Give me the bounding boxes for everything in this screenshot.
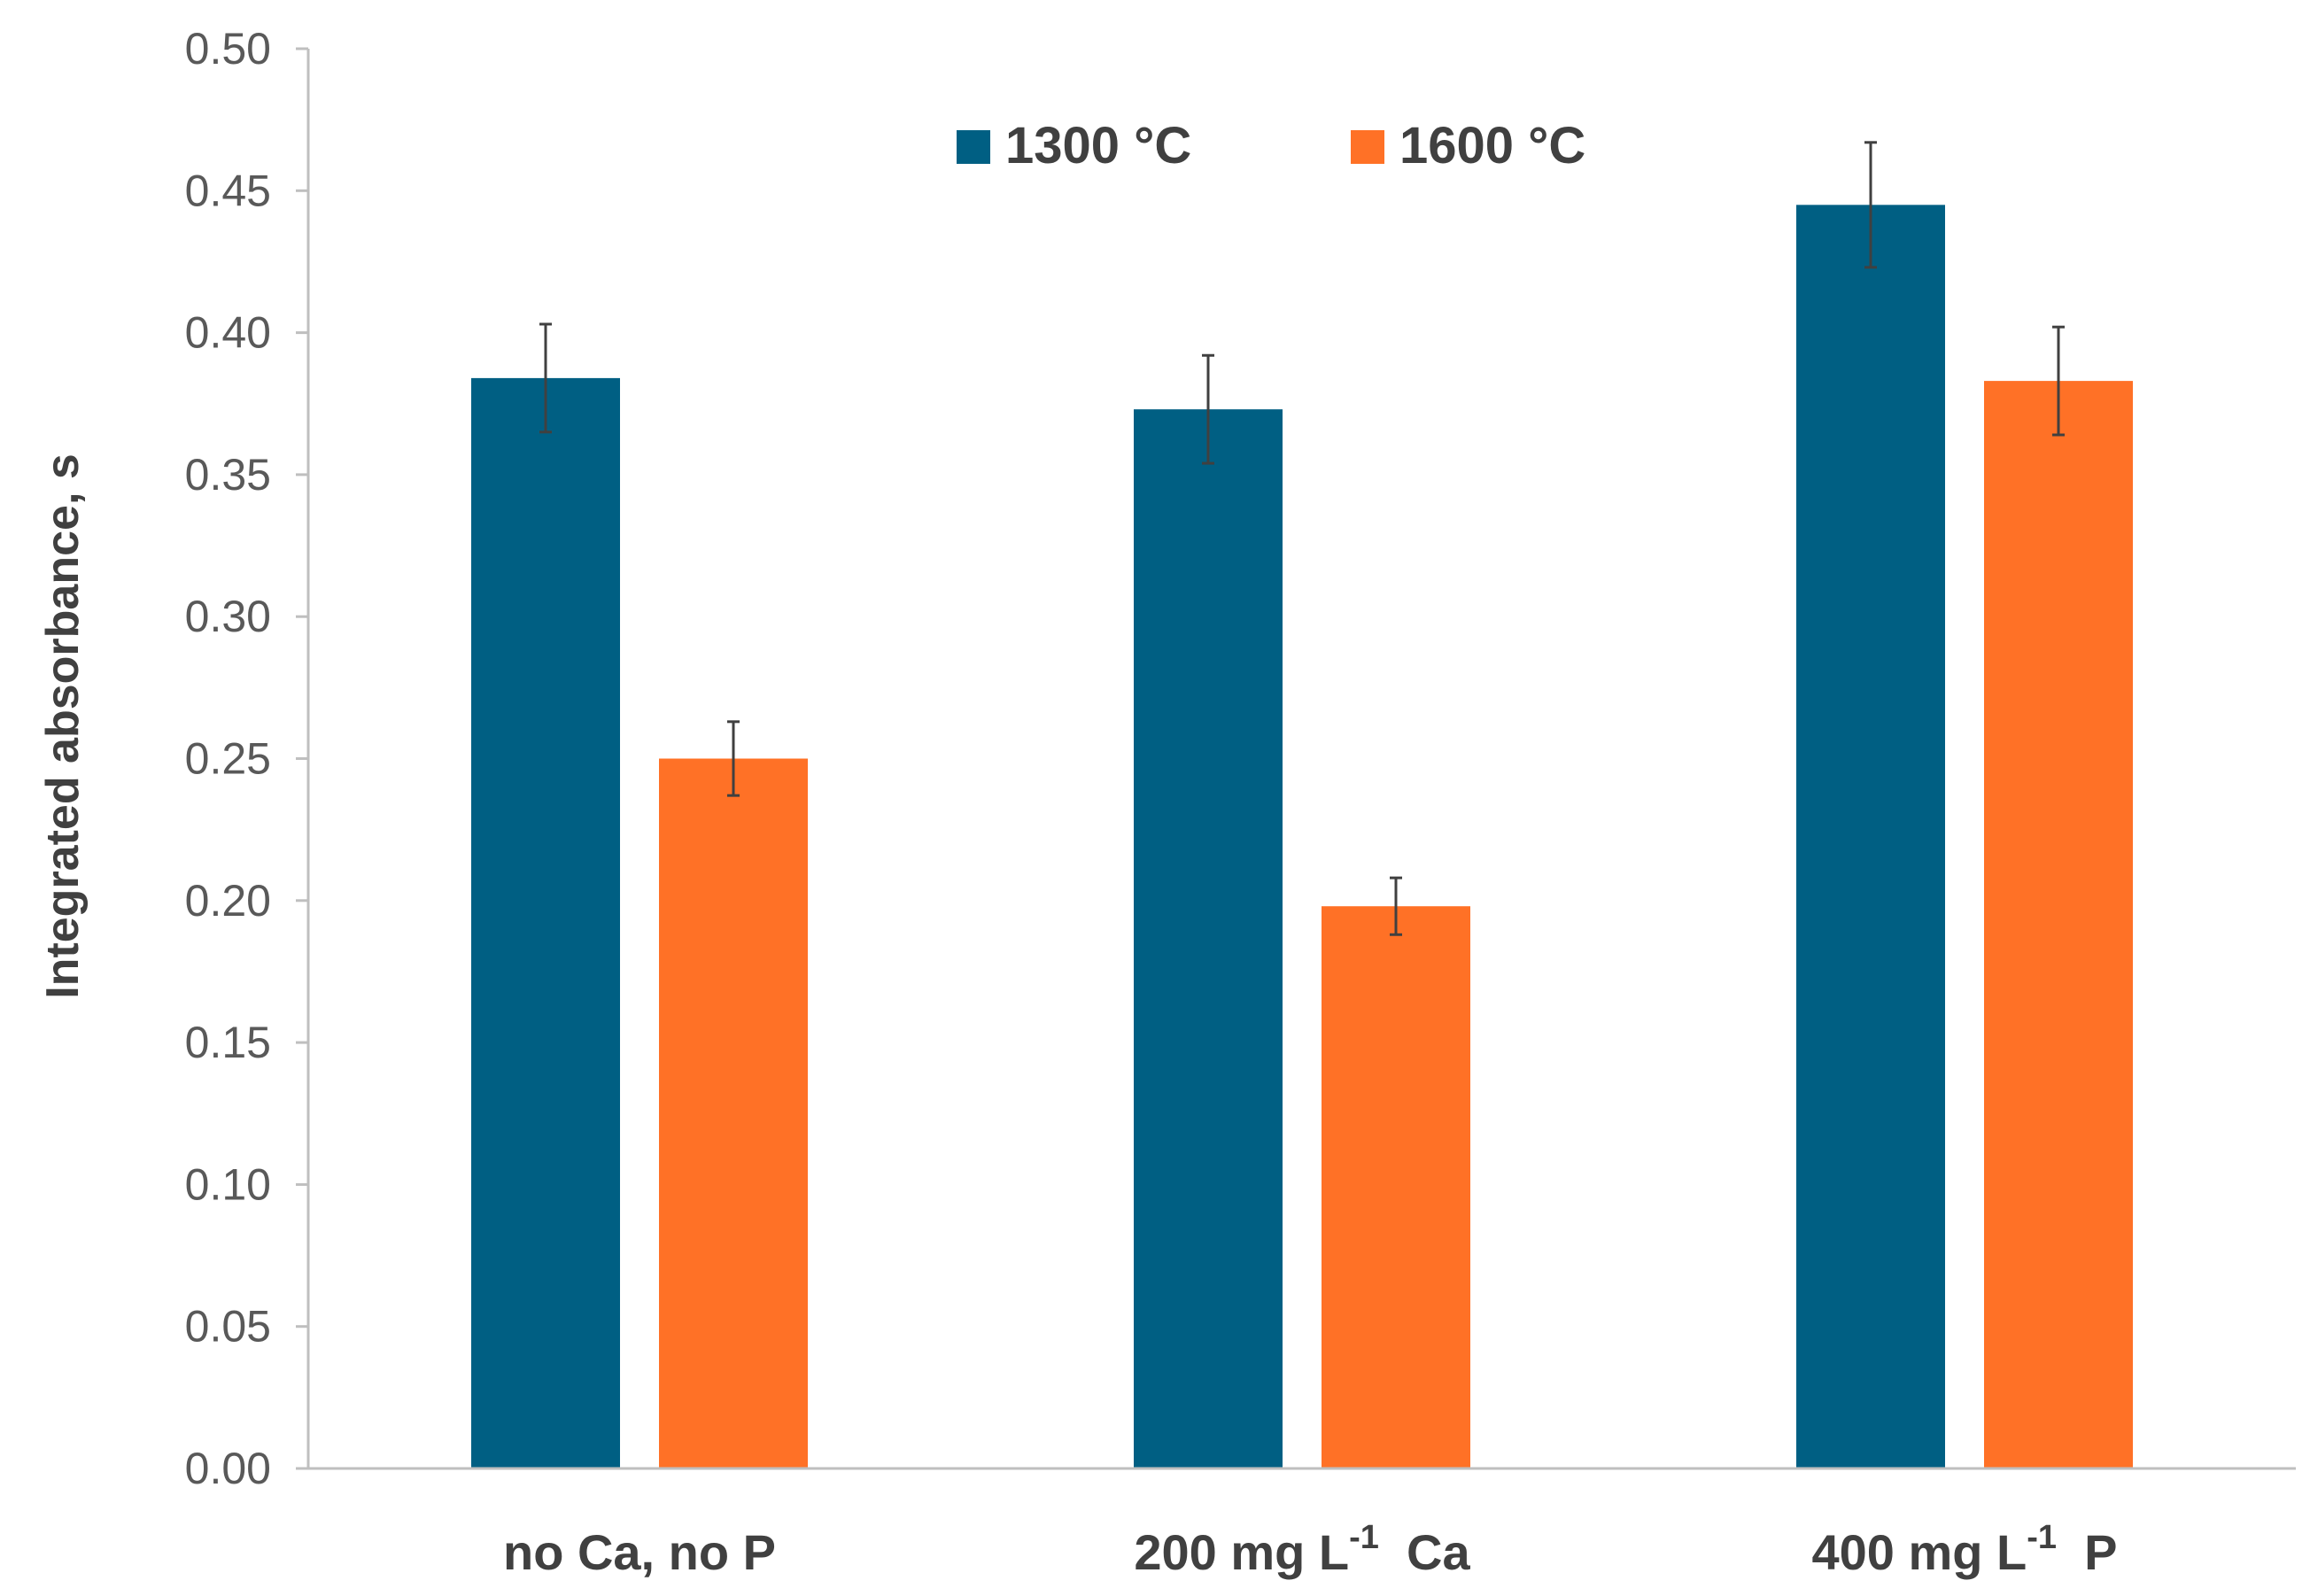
legend-label: 1300 °C — [1005, 117, 1191, 174]
legend-label: 1600 °C — [1399, 117, 1585, 174]
y-tick-label: 0.50 — [185, 24, 271, 74]
y-tick-label: 0.10 — [185, 1159, 271, 1209]
x-category-label: 200 mg L-1 Ca — [1134, 1519, 1470, 1580]
legend-swatch — [957, 130, 990, 164]
bar — [659, 758, 808, 1468]
y-tick-label: 0.30 — [185, 592, 271, 641]
y-axis-title: Integrated absorbance, s — [37, 453, 89, 999]
bar — [1322, 906, 1470, 1468]
category-labels: no Ca, no P 200 mg L-1 Ca 400 mg L-1 P — [503, 1519, 2118, 1580]
y-tick-label: 0.45 — [185, 166, 271, 215]
legend-swatch — [1351, 130, 1384, 164]
error-bars — [539, 141, 2065, 936]
y-tick-label: 0.25 — [185, 734, 271, 784]
y-tick-label: 0.35 — [185, 450, 271, 500]
y-tick-label: 0.00 — [185, 1444, 271, 1493]
y-tick-label: 0.20 — [185, 876, 271, 926]
bar — [1796, 205, 1945, 1469]
x-category-label: 400 mg L-1 P — [1811, 1519, 2117, 1580]
y-tick-label: 0.40 — [185, 308, 271, 358]
y-axis-ticks: 0.00 0.05 0.10 0.15 0.20 0.25 0.30 0.35 0.40 0.45… — [185, 24, 308, 1493]
legend: 1300 °C 1600 °C — [957, 117, 1585, 174]
y-tick-label: 0.15 — [185, 1018, 271, 1067]
bar — [1984, 381, 2133, 1468]
x-category-label: no Ca, no P — [503, 1524, 776, 1580]
y-tick-label: 0.05 — [185, 1302, 271, 1352]
bar — [1134, 409, 1283, 1468]
bars — [471, 205, 2133, 1469]
bar — [471, 377, 620, 1468]
